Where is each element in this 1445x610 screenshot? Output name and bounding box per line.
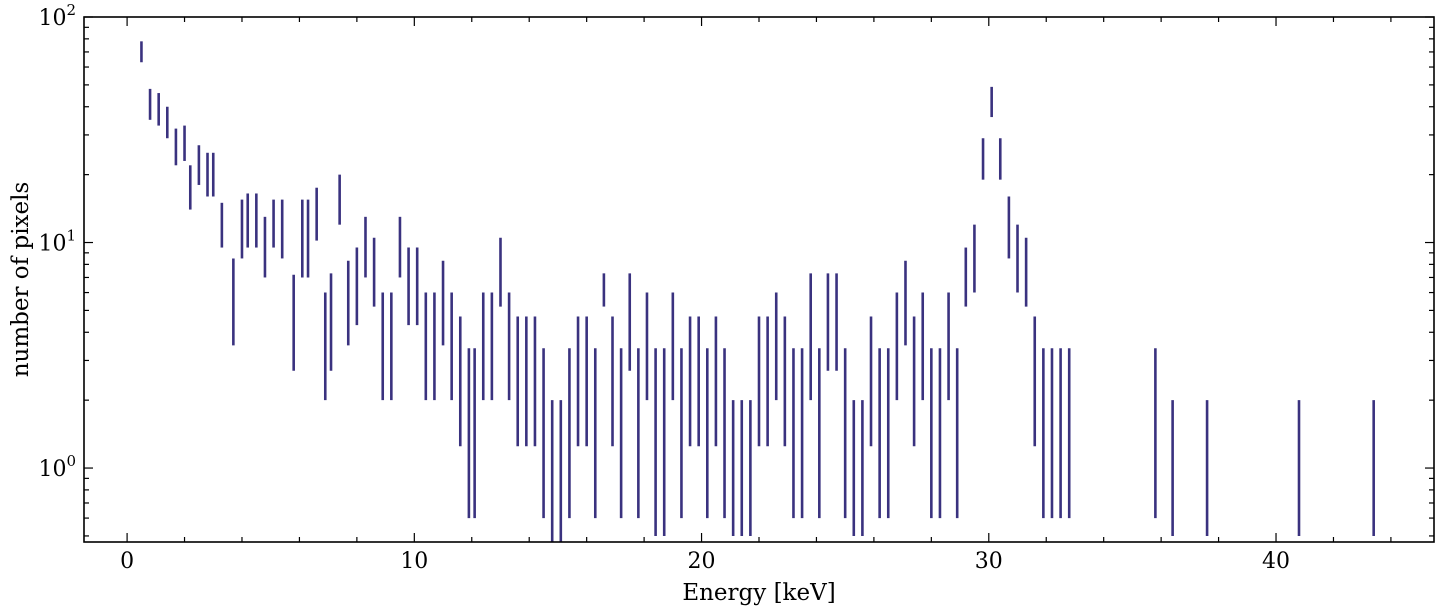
y-axis-label: number of pixels (8, 182, 34, 378)
y-tick-labels: 100 101 102 (38, 1, 76, 482)
y-tick-label: 102 (38, 1, 76, 31)
y-tick-label: 101 (38, 227, 76, 257)
y-tick-label: 100 (38, 452, 76, 482)
x-tick-label: 10 (400, 549, 428, 574)
errorbar-series (140, 41, 1375, 542)
x-tick-label: 30 (975, 549, 1003, 574)
plot-frame (83, 16, 1435, 543)
x-tick-label: 0 (120, 549, 134, 574)
x-axis-label: Energy [keV] (682, 580, 835, 606)
x-tick-label: 40 (1262, 549, 1290, 574)
axis-ticks (84, 16, 1434, 542)
x-tick-labels: 0 10 20 30 40 (120, 549, 1290, 574)
x-tick-label: 20 (688, 549, 716, 574)
